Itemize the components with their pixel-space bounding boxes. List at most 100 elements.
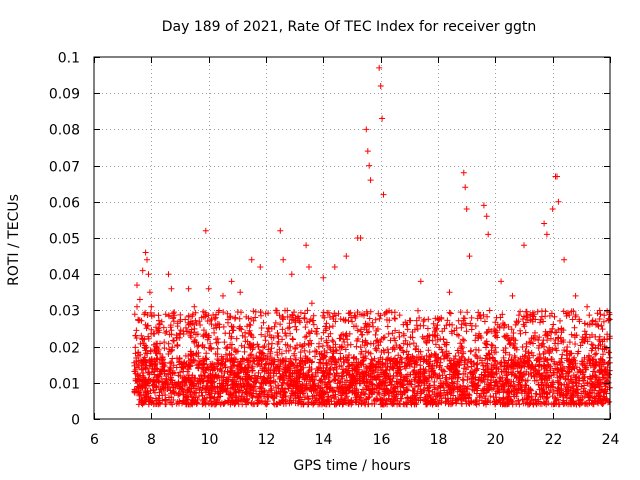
data-point	[534, 308, 541, 315]
data-point	[461, 365, 467, 372]
data-point	[323, 337, 330, 344]
data-point	[238, 326, 245, 333]
y-tick-label: 0.03	[49, 304, 80, 320]
data-point	[274, 349, 281, 356]
data-point	[137, 351, 144, 358]
data-point	[326, 324, 333, 331]
y-tick-label: 0	[71, 413, 80, 429]
data-point	[453, 400, 459, 407]
data-point	[177, 327, 184, 334]
data-point	[260, 319, 267, 326]
data-point	[600, 318, 607, 325]
data-point	[424, 393, 430, 400]
data-point	[557, 317, 563, 324]
data-point	[362, 348, 369, 355]
data-point	[484, 313, 491, 320]
data-point	[409, 329, 416, 335]
data-point	[265, 325, 272, 332]
data-point	[173, 334, 180, 341]
data-point	[142, 398, 149, 405]
y-axis-label: ROTI / TECUs	[6, 194, 22, 286]
data-point	[257, 349, 264, 356]
data-point	[265, 394, 272, 401]
data-point	[421, 316, 428, 323]
chart-title: Day 189 of 2021, Rate Of TEC Index for r…	[162, 19, 537, 35]
data-point	[213, 336, 219, 343]
x-tick-label: 18	[430, 432, 448, 448]
data-point	[352, 394, 359, 401]
data-point	[364, 321, 371, 328]
data-point	[515, 397, 521, 404]
data-point	[596, 336, 603, 343]
data-point	[391, 315, 398, 322]
data-point	[381, 311, 388, 318]
data-point	[427, 393, 434, 400]
data-point	[262, 337, 269, 344]
data-point	[246, 321, 253, 328]
data-point	[189, 311, 196, 318]
data-point	[519, 396, 526, 403]
data-point	[423, 338, 429, 345]
data-point	[384, 323, 391, 330]
data-point	[539, 340, 546, 347]
data-point	[577, 342, 584, 349]
data-point	[486, 307, 493, 314]
data-point	[434, 359, 441, 366]
data-point	[464, 309, 471, 316]
data-point	[184, 396, 191, 403]
y-tick-label: 0.04	[49, 268, 80, 284]
data-point	[432, 341, 439, 348]
data-point	[192, 309, 199, 316]
data-point	[599, 326, 606, 333]
data-point	[208, 316, 215, 323]
data-point	[528, 349, 535, 356]
data-point	[392, 327, 399, 334]
data-point	[200, 313, 207, 320]
data-point	[203, 331, 210, 338]
data-point	[301, 310, 308, 317]
data-point	[323, 320, 330, 327]
data-point	[389, 401, 396, 408]
data-point	[137, 340, 144, 347]
data-point	[145, 333, 152, 340]
data-point	[352, 313, 359, 320]
data-point	[549, 393, 556, 400]
data-point	[367, 340, 374, 347]
data-point	[342, 346, 349, 353]
data-point	[252, 314, 259, 321]
data-point	[138, 332, 145, 339]
data-point	[294, 362, 301, 369]
data-point	[249, 346, 256, 353]
data-point	[222, 330, 229, 337]
data-points	[131, 64, 613, 408]
data-point	[506, 351, 513, 358]
data-point	[571, 324, 578, 331]
data-point	[208, 344, 214, 351]
data-point	[227, 391, 233, 398]
data-point	[430, 320, 437, 327]
data-point	[461, 337, 467, 344]
data-point	[351, 312, 358, 319]
data-point	[547, 335, 554, 342]
data-point	[277, 321, 284, 328]
data-point	[325, 309, 332, 316]
y-tick-label: 0.1	[58, 51, 80, 67]
data-point	[535, 337, 542, 344]
y-tick-label: 0.08	[49, 123, 80, 139]
x-tick-label: 16	[373, 432, 391, 448]
data-point	[287, 343, 294, 350]
data-point	[417, 348, 424, 355]
data-point	[494, 321, 501, 328]
x-tick-label: 20	[487, 432, 505, 448]
data-point	[403, 348, 410, 355]
data-point	[304, 307, 311, 314]
data-point	[459, 344, 466, 351]
data-point	[596, 316, 603, 322]
data-point	[306, 349, 313, 355]
data-point	[272, 319, 279, 326]
data-point	[206, 334, 212, 341]
data-point	[519, 353, 526, 360]
data-point	[170, 318, 177, 325]
data-point	[431, 358, 438, 364]
data-point	[468, 314, 475, 321]
